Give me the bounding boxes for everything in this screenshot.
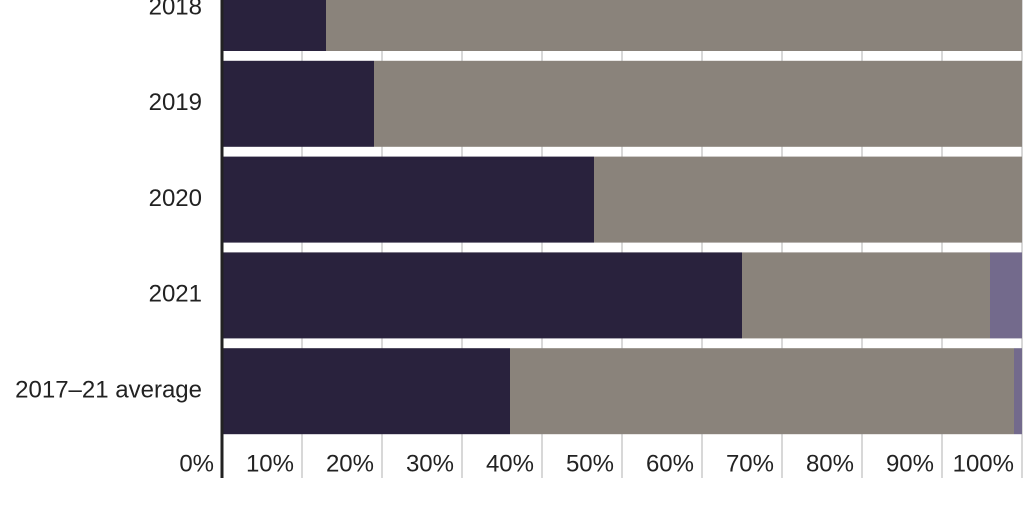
bar-segment	[222, 0, 326, 51]
bar-segment	[222, 252, 742, 339]
y-tick-label: 2020	[149, 185, 202, 212]
y-tick-label: 2021	[149, 281, 202, 308]
x-tick-label: 0%	[179, 450, 214, 477]
bar-segment	[222, 348, 510, 435]
y-tick-label: 2019	[149, 89, 202, 116]
x-tick-label: 30%	[406, 450, 454, 477]
x-tick-label: 70%	[726, 450, 774, 477]
x-tick-label: 40%	[486, 450, 534, 477]
y-tick-label: 2017–21 average	[15, 377, 202, 404]
x-tick-label: 100%	[953, 450, 1014, 477]
bar-segment	[326, 0, 1022, 51]
x-tick-label: 50%	[566, 450, 614, 477]
bar-segment	[222, 60, 374, 147]
x-tick-label: 10%	[246, 450, 294, 477]
bar-segment	[990, 252, 1022, 339]
x-tick-label: 80%	[806, 450, 854, 477]
x-tick-label: 90%	[886, 450, 934, 477]
x-tick-label: 60%	[646, 450, 694, 477]
bar-segment	[1014, 348, 1022, 435]
bar-segment	[222, 156, 594, 243]
bar-segment	[594, 156, 1022, 243]
bar-segment	[510, 348, 1014, 435]
x-tick-label: 20%	[326, 450, 374, 477]
bar-segment	[742, 252, 990, 339]
bar-segment	[374, 60, 1022, 147]
y-tick-label: 2018	[149, 0, 202, 20]
